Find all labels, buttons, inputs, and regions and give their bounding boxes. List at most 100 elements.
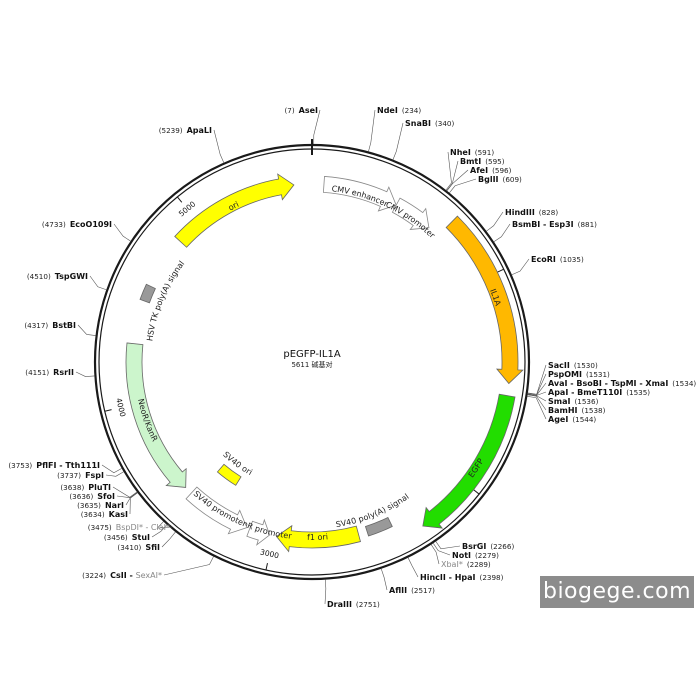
site-leader-line (213, 129, 225, 163)
feature-label: f1 ori (307, 532, 328, 542)
site-leader-line (368, 109, 376, 152)
site-label: (3456) StuI (104, 533, 150, 542)
site-leader-line (313, 109, 321, 145)
site-leader-line (380, 568, 388, 591)
site-leader-line (493, 223, 511, 243)
feature-hsv-tk-poly-a-signal: HSV TK poly(A) signal (139, 259, 186, 342)
site-label: AvaI - BsoBI - TspMI - XmaI (1534) (548, 379, 696, 388)
site-label: (3737) FspI (57, 471, 104, 480)
site-tspgwi: (4510) TspGWI (27, 272, 107, 291)
site-leader-line (527, 373, 547, 395)
site-label: BmtI (595) (460, 157, 505, 166)
feature-shape (445, 215, 524, 385)
site-label: (4151) RsrII (25, 368, 74, 377)
site-leader-line (430, 544, 440, 565)
site-leader-line (527, 394, 547, 402)
feature-shape (174, 173, 295, 248)
site-label: (4317) BstBI (24, 321, 76, 330)
site-ecoo109i: (4733) EcoO109I (42, 220, 131, 242)
feature-shape (185, 486, 248, 535)
site-smai: SmaI (1536) (527, 394, 599, 406)
feature-shape (391, 197, 430, 230)
site-label: (3636) SfoI (69, 492, 115, 501)
feature-shape (216, 463, 242, 486)
feature-cmv-promoter: CMV promoter (385, 197, 437, 240)
tick-label: 3000 (259, 547, 280, 560)
feature-shape (275, 524, 361, 553)
site-label: PspOMI (1531) (548, 370, 610, 379)
site-pspomi: PspOMI (1531) (527, 370, 610, 395)
site-label: (3634) KasI (81, 510, 128, 519)
site-sfoi: (3636) SfoI (69, 492, 138, 501)
site-leader-line (89, 275, 107, 291)
feature-shape (322, 175, 397, 212)
site-label: NotI (2279) (452, 551, 499, 560)
feature-shape (422, 393, 516, 529)
site-label: (4733) EcoO109I (42, 220, 112, 229)
site-label: (3475) BspDI* - ClaI* (88, 523, 170, 532)
site-label: ApaI - BmeT110I (1535) (548, 388, 650, 397)
plasmid-title: pEGFP-IL1A (283, 349, 340, 360)
site-leader-line (101, 464, 122, 474)
site-label: (4510) TspGWI (27, 272, 88, 281)
site-label: AfeI (596) (470, 166, 512, 175)
site-csii: (3224) CsII - SexAI* (82, 556, 214, 580)
site-leader-line (324, 579, 327, 605)
site-fspi: (3737) FspI (57, 471, 124, 480)
tick-mark (104, 409, 112, 412)
site-leader-line (105, 471, 124, 477)
site-bsrgi: BsrGI (2266) (435, 541, 514, 551)
site-agei: AgeI (1544) (527, 396, 596, 424)
site-label: BsrGI (2266) (462, 542, 514, 551)
site-label: SmaI (1536) (548, 397, 599, 406)
site-leader-line (112, 486, 138, 498)
site-hindiii: HindIII (828) (486, 208, 558, 232)
tick-label: 5000 (177, 199, 198, 218)
site-leader-line (449, 178, 477, 193)
feature-shape (139, 283, 156, 304)
feature-il1a: IL1A (445, 215, 524, 385)
site-leader-line (446, 169, 469, 191)
site-leader-line (435, 541, 461, 550)
site-aflii: AflII (2517) (380, 568, 435, 595)
site-bspdi-clai-: (3475) BspDI* - ClaI* (88, 521, 173, 532)
site-pluti: (3638) PluTI (60, 483, 138, 498)
site-bstbi: (4317) BstBI (24, 321, 96, 336)
site-label: BsmBI - Esp3I (881) (512, 220, 597, 229)
site-leader-line (527, 396, 547, 420)
feature-sv40-poly-a-signal: SV40 poly(A) signal (335, 492, 410, 537)
site-leader-line (77, 324, 96, 336)
site-label: BglII (609) (478, 175, 522, 184)
site-label: EcoRI (1035) (531, 255, 584, 264)
site-leader-line (151, 524, 168, 538)
site-label: AgeI (1544) (548, 415, 596, 424)
restriction-sites: (7) AseI NdeI (234) SnaBI (340) NheI (591)BmtI(… (8, 106, 696, 609)
feature-f1-ori: f1 ori (275, 524, 361, 553)
site-sfii: (3410) SfiI (117, 531, 176, 552)
site-xbai-: XbaI* (2289) (430, 544, 491, 569)
site-leader-line (486, 211, 504, 232)
site-leader-line (432, 543, 451, 556)
site-apai-bmet110i: ApaI - BmeT110I (1535) (527, 388, 650, 397)
site-label: (3410) SfiI (117, 543, 160, 552)
feature-sv40-ori: SV40 ori (216, 450, 254, 486)
site-draiii: DraIII (2751) (324, 579, 380, 609)
site-afei: AfeI (596) (446, 166, 512, 191)
tick-mark (265, 563, 268, 571)
site-apali: (5239) ApaLI (159, 126, 225, 163)
feature-label: HSV TK poly(A) signal (145, 259, 186, 342)
site-leader-line (161, 531, 176, 548)
feature-shape (364, 516, 393, 537)
site-label: NdeI (234) (377, 106, 421, 115)
site-label: (5239) ApaLI (159, 126, 212, 135)
site-leader-line (392, 122, 404, 160)
site-label: DraIII (2751) (327, 600, 380, 609)
site-leader-line (113, 223, 131, 242)
site-leader-line (527, 394, 547, 411)
feature-label: SV40 poly(A) signal (335, 492, 410, 529)
feature-neor-kanr: NeoR/KanR (125, 342, 187, 488)
site-label: HincII - HpaI (2398) (420, 573, 504, 582)
site-leader-line (446, 160, 459, 191)
site-label: SacII (1530) (548, 361, 598, 370)
